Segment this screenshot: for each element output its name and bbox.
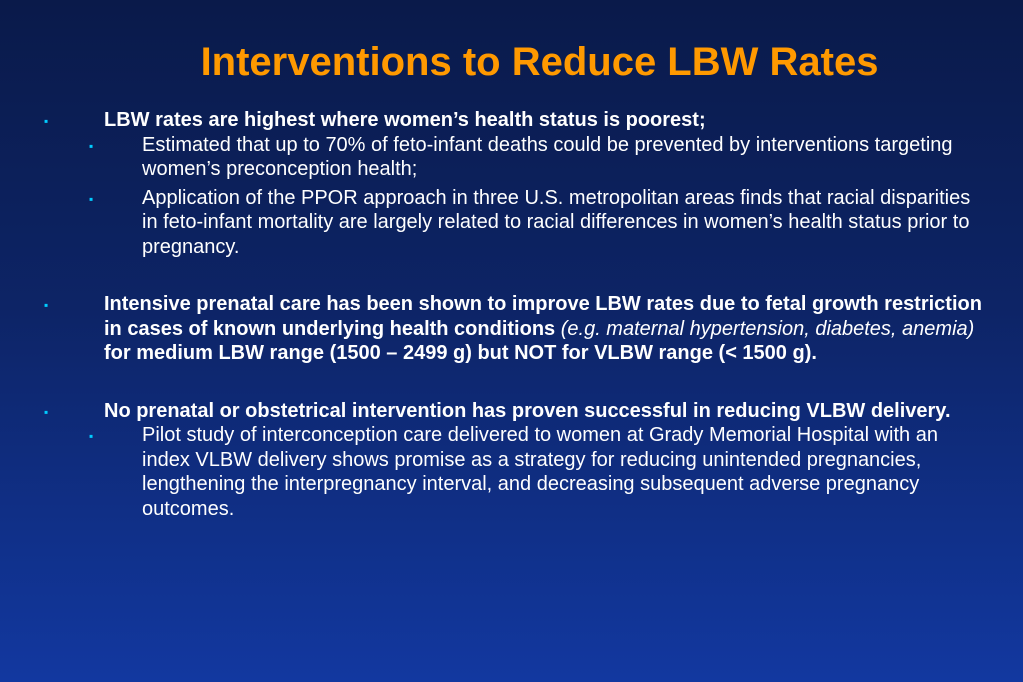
square-bullet-icon: ▪ bbox=[44, 404, 49, 419]
bullet-item-2: ▪ Intensive prenatal care has been shown… bbox=[44, 292, 984, 366]
sub-bullet-text: Estimated that up to 70% of feto-infant … bbox=[142, 133, 953, 181]
bullet-text: Intensive prenatal care has been shown t… bbox=[104, 293, 982, 340]
bullet-item-1: ▪ LBW rates are highest where women’s he… bbox=[44, 108, 984, 133]
sub-bullet-item-3-1: ▪ Pilot study of interconception care de… bbox=[44, 423, 984, 521]
bullet-list: ▪ LBW rates are highest where women’s he… bbox=[44, 108, 984, 521]
square-bullet-icon: ▪ bbox=[89, 429, 94, 443]
sub-bullet-item-1-1: ▪ Estimated that up to 70% of feto-infan… bbox=[44, 133, 984, 182]
sub-bullet-text: Application of the PPOR approach in thre… bbox=[142, 186, 971, 258]
sub-bullet-text: Pilot study of interconception care deli… bbox=[142, 424, 938, 520]
square-bullet-icon: ▪ bbox=[89, 138, 94, 153]
bullet-text-italic: (e.g. maternal hypertension, diabetes, a… bbox=[560, 317, 975, 340]
bullet-text: LBW rates are highest where women’s heal… bbox=[104, 109, 706, 131]
sub-bullet-item-1-2: ▪ Application of the PPOR approach in th… bbox=[44, 186, 984, 260]
bullet-text-continued: for medium LBW range (1500 – 2499 g) but… bbox=[104, 342, 817, 364]
square-bullet-icon: ▪ bbox=[44, 114, 49, 128]
square-bullet-icon: ▪ bbox=[44, 298, 49, 312]
slide-title: Interventions to Reduce LBW Rates bbox=[200, 40, 879, 84]
bullet-item-3: ▪ No prenatal or obstetrical interventio… bbox=[44, 399, 984, 424]
bullet-text: No prenatal or obstetrical intervention … bbox=[104, 399, 951, 422]
square-bullet-icon: ▪ bbox=[89, 191, 94, 206]
